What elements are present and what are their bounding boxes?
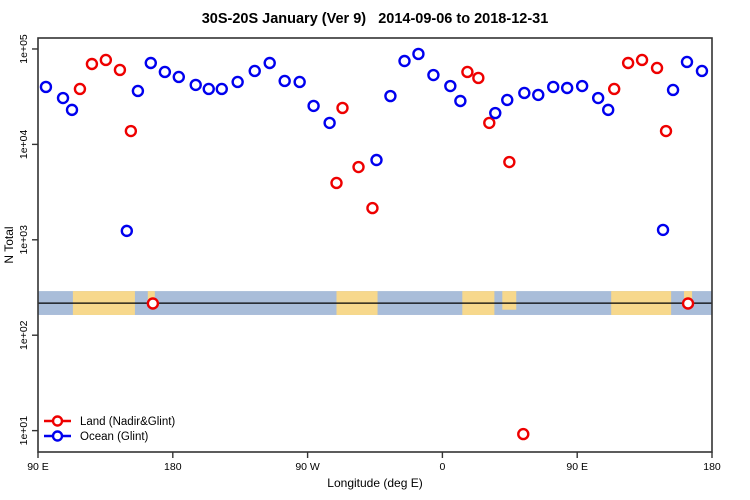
x-tick-label: 0 [439,461,445,473]
map-strip [38,291,712,315]
data-point-ocean [398,54,411,68]
data-point-land [336,101,349,115]
x-tick-label: 180 [703,461,721,473]
x-tick-label: 90 E [27,461,49,473]
y-tick-label: 1e+05 [18,34,30,64]
data-point-ocean [532,88,545,102]
data-point-ocean [202,82,215,96]
data-point-ocean [591,91,605,105]
data-point-ocean [575,79,589,93]
y-tick-label: 1e+03 [18,225,30,255]
data-point-ocean [454,94,467,108]
data-point-land [366,201,379,215]
data-point-ocean [547,80,560,94]
legend: Land (Nadir&Glint) Ocean (Glint) [44,415,175,443]
data-point-ocean [602,103,615,117]
x-axis-title: Longitude (deg E) [327,476,422,490]
data-point-ocean [56,91,70,105]
data-point-ocean [370,153,383,167]
data-point-ocean [144,56,157,70]
data-point-land [124,124,138,138]
data-point-ocean [656,223,670,237]
data-point-ocean [248,64,261,78]
y-tick-label: 1e+02 [18,320,30,350]
data-point-ocean [412,47,425,61]
data-point-ocean [172,70,185,84]
data-point-land [146,297,160,310]
data-point-ocean [666,83,680,97]
data-point-ocean [120,224,134,238]
data-point-land [659,124,673,138]
data-point-ocean [293,75,306,89]
chart-title: 30S-20S January (Ver 9) 2014-09-06 to 20… [202,11,549,27]
land-patch [502,291,517,310]
data-point-ocean [278,74,291,88]
x-tick-label: 90 W [295,461,320,473]
data-point-land [607,82,621,96]
land-patch [147,291,155,302]
y-tick-label: 1e+04 [18,129,30,159]
legend-marker [51,415,64,427]
data-point-ocean [680,55,694,69]
data-point-land [352,160,365,174]
data-points [39,47,709,441]
data-point-ocean [39,80,53,94]
data-point-ocean [131,84,145,98]
data-point-ocean [444,79,457,93]
x-tick-label: 90 E [566,461,588,473]
data-point-ocean [65,103,79,117]
y-axis: 1e+05 1e+04 1e+03 1e+02 1e+01 [18,34,38,445]
data-point-land [461,65,474,79]
data-point-land [517,427,530,441]
land-patch [683,291,693,304]
data-point-ocean [489,106,502,120]
data-point-land [650,61,664,75]
data-point-ocean [427,68,440,82]
y-axis-title: N Total [2,226,16,263]
data-point-ocean [158,65,172,79]
data-point-ocean [501,93,514,107]
data-point-land [503,155,516,169]
data-point-ocean [560,81,574,95]
data-point-ocean [518,86,531,100]
data-point-land [85,57,99,71]
legend-item-label: Ocean (Glint) [80,431,149,443]
data-point-ocean [307,99,320,113]
x-axis: 90 E 180 90 W 0 90 E 180 [27,452,721,473]
legend-marker [51,430,64,442]
data-point-ocean [695,64,709,78]
data-point-land [681,297,695,310]
data-point-land [483,116,496,130]
data-point-land [113,63,127,77]
plot-border [37,37,713,453]
data-point-land [472,71,485,85]
legend-item-label: Land (Nadir&Glint) [80,416,175,428]
y-tick-label: 1e+01 [18,416,30,446]
data-point-land [73,82,87,96]
data-point-ocean [323,116,336,130]
data-point-land [330,176,343,190]
data-point-land [99,53,113,67]
data-point-ocean [384,89,397,103]
x-tick-label: 180 [164,461,182,473]
data-point-land [635,53,649,67]
data-point-ocean [231,75,244,89]
data-point-ocean [215,82,228,96]
data-point-land [621,56,635,70]
data-point-ocean [189,78,202,92]
data-point-ocean [263,56,276,70]
